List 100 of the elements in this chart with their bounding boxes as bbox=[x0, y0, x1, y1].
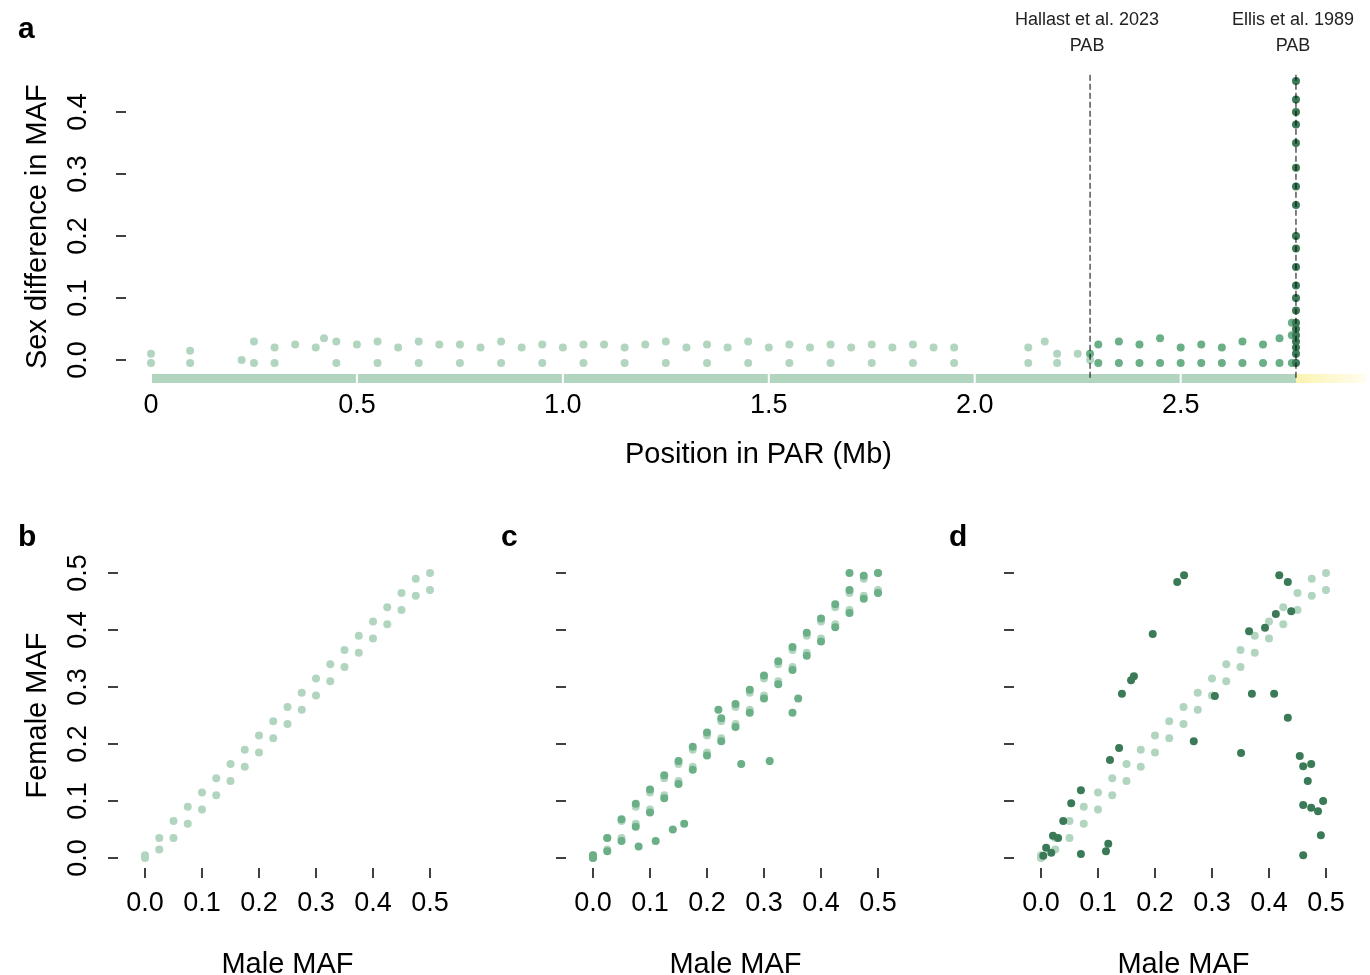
point bbox=[1238, 337, 1247, 346]
point bbox=[240, 745, 249, 754]
point bbox=[1076, 850, 1085, 859]
point bbox=[1065, 834, 1074, 843]
point bbox=[1237, 749, 1246, 758]
point bbox=[1117, 689, 1126, 698]
y-tick-label: 0.1 bbox=[62, 782, 92, 820]
point bbox=[1316, 831, 1325, 840]
point bbox=[312, 674, 320, 683]
x-tick-label: 0.4 bbox=[354, 887, 392, 917]
point bbox=[1299, 762, 1308, 771]
x-tick-label: 0.2 bbox=[688, 887, 726, 917]
point bbox=[269, 717, 278, 726]
point bbox=[183, 819, 192, 828]
point bbox=[1165, 717, 1174, 726]
point bbox=[297, 705, 306, 714]
point bbox=[1179, 702, 1188, 711]
point bbox=[1295, 751, 1304, 760]
point bbox=[651, 836, 660, 845]
point bbox=[397, 588, 406, 597]
x-tick-label: 2.5 bbox=[1161, 389, 1200, 419]
point bbox=[1299, 851, 1308, 860]
point bbox=[1180, 571, 1189, 580]
point bbox=[169, 816, 178, 825]
point bbox=[411, 574, 420, 583]
point bbox=[1042, 843, 1051, 852]
point bbox=[1101, 847, 1110, 856]
point bbox=[1114, 359, 1123, 368]
point bbox=[1259, 359, 1268, 368]
y-tick-label: 0.2 bbox=[62, 725, 92, 763]
point bbox=[737, 759, 746, 768]
y-tick-label: 0.4 bbox=[62, 93, 92, 131]
point bbox=[155, 845, 164, 854]
point bbox=[240, 762, 249, 771]
point bbox=[1322, 586, 1330, 595]
point bbox=[1299, 800, 1308, 809]
point bbox=[1173, 578, 1182, 587]
x-tick-label: 0.1 bbox=[631, 887, 669, 917]
point bbox=[1156, 359, 1165, 368]
point bbox=[1094, 788, 1102, 797]
point bbox=[1135, 340, 1144, 349]
point bbox=[1250, 648, 1259, 657]
point bbox=[1122, 777, 1131, 786]
point bbox=[1065, 816, 1074, 825]
point bbox=[845, 569, 854, 577]
point bbox=[634, 842, 643, 851]
x-axis-title: Male MAF bbox=[669, 947, 802, 975]
point bbox=[1151, 731, 1159, 740]
point bbox=[1217, 343, 1226, 352]
point bbox=[1222, 660, 1231, 669]
x-tick-label: 0.4 bbox=[1250, 887, 1288, 917]
point bbox=[1222, 677, 1231, 686]
point bbox=[169, 834, 178, 843]
point bbox=[1059, 816, 1068, 825]
x-tick-label: 0.5 bbox=[1307, 887, 1345, 917]
y-tick-label: 0.3 bbox=[62, 668, 92, 706]
x-tick-label: 0.1 bbox=[1079, 887, 1117, 917]
y-tick-label: 0.5 bbox=[62, 554, 92, 592]
point bbox=[1307, 759, 1316, 768]
x-tick-label: 0.5 bbox=[411, 887, 449, 917]
point bbox=[1176, 343, 1185, 352]
x-tick-label: 0.1 bbox=[183, 887, 221, 917]
point bbox=[369, 634, 377, 643]
point bbox=[340, 663, 349, 672]
point bbox=[1193, 688, 1202, 697]
point bbox=[283, 720, 292, 729]
point bbox=[354, 648, 363, 657]
chart-title: d bbox=[949, 519, 968, 552]
y-axis-title: Female MAF bbox=[20, 632, 52, 799]
point bbox=[1179, 720, 1188, 729]
point bbox=[1094, 340, 1103, 349]
point bbox=[680, 819, 689, 828]
point bbox=[794, 694, 803, 703]
point bbox=[788, 708, 797, 717]
point bbox=[1261, 623, 1270, 632]
point bbox=[1151, 748, 1159, 757]
ref-line-label: Ellis et al. 1989 PAB bbox=[1231, 9, 1355, 55]
point bbox=[1127, 676, 1136, 685]
point bbox=[340, 645, 349, 654]
point bbox=[369, 617, 377, 626]
point bbox=[1319, 797, 1328, 805]
point bbox=[198, 788, 206, 797]
point bbox=[1079, 802, 1088, 811]
point bbox=[1094, 359, 1103, 368]
point bbox=[1322, 569, 1330, 577]
y-tick-label: 0.0 bbox=[62, 341, 92, 379]
point bbox=[1247, 689, 1256, 698]
point bbox=[283, 702, 292, 711]
point bbox=[1238, 359, 1247, 368]
y-tick-label: 0.1 bbox=[62, 279, 92, 317]
x-tick-label: 2.0 bbox=[955, 389, 994, 419]
point bbox=[1122, 759, 1131, 768]
point bbox=[226, 759, 235, 768]
point bbox=[312, 691, 320, 700]
point bbox=[354, 631, 363, 640]
point bbox=[1165, 734, 1174, 743]
point bbox=[1197, 340, 1206, 349]
x-tick-label: 0.3 bbox=[1193, 887, 1231, 917]
point bbox=[1245, 627, 1254, 636]
point bbox=[1136, 762, 1145, 771]
